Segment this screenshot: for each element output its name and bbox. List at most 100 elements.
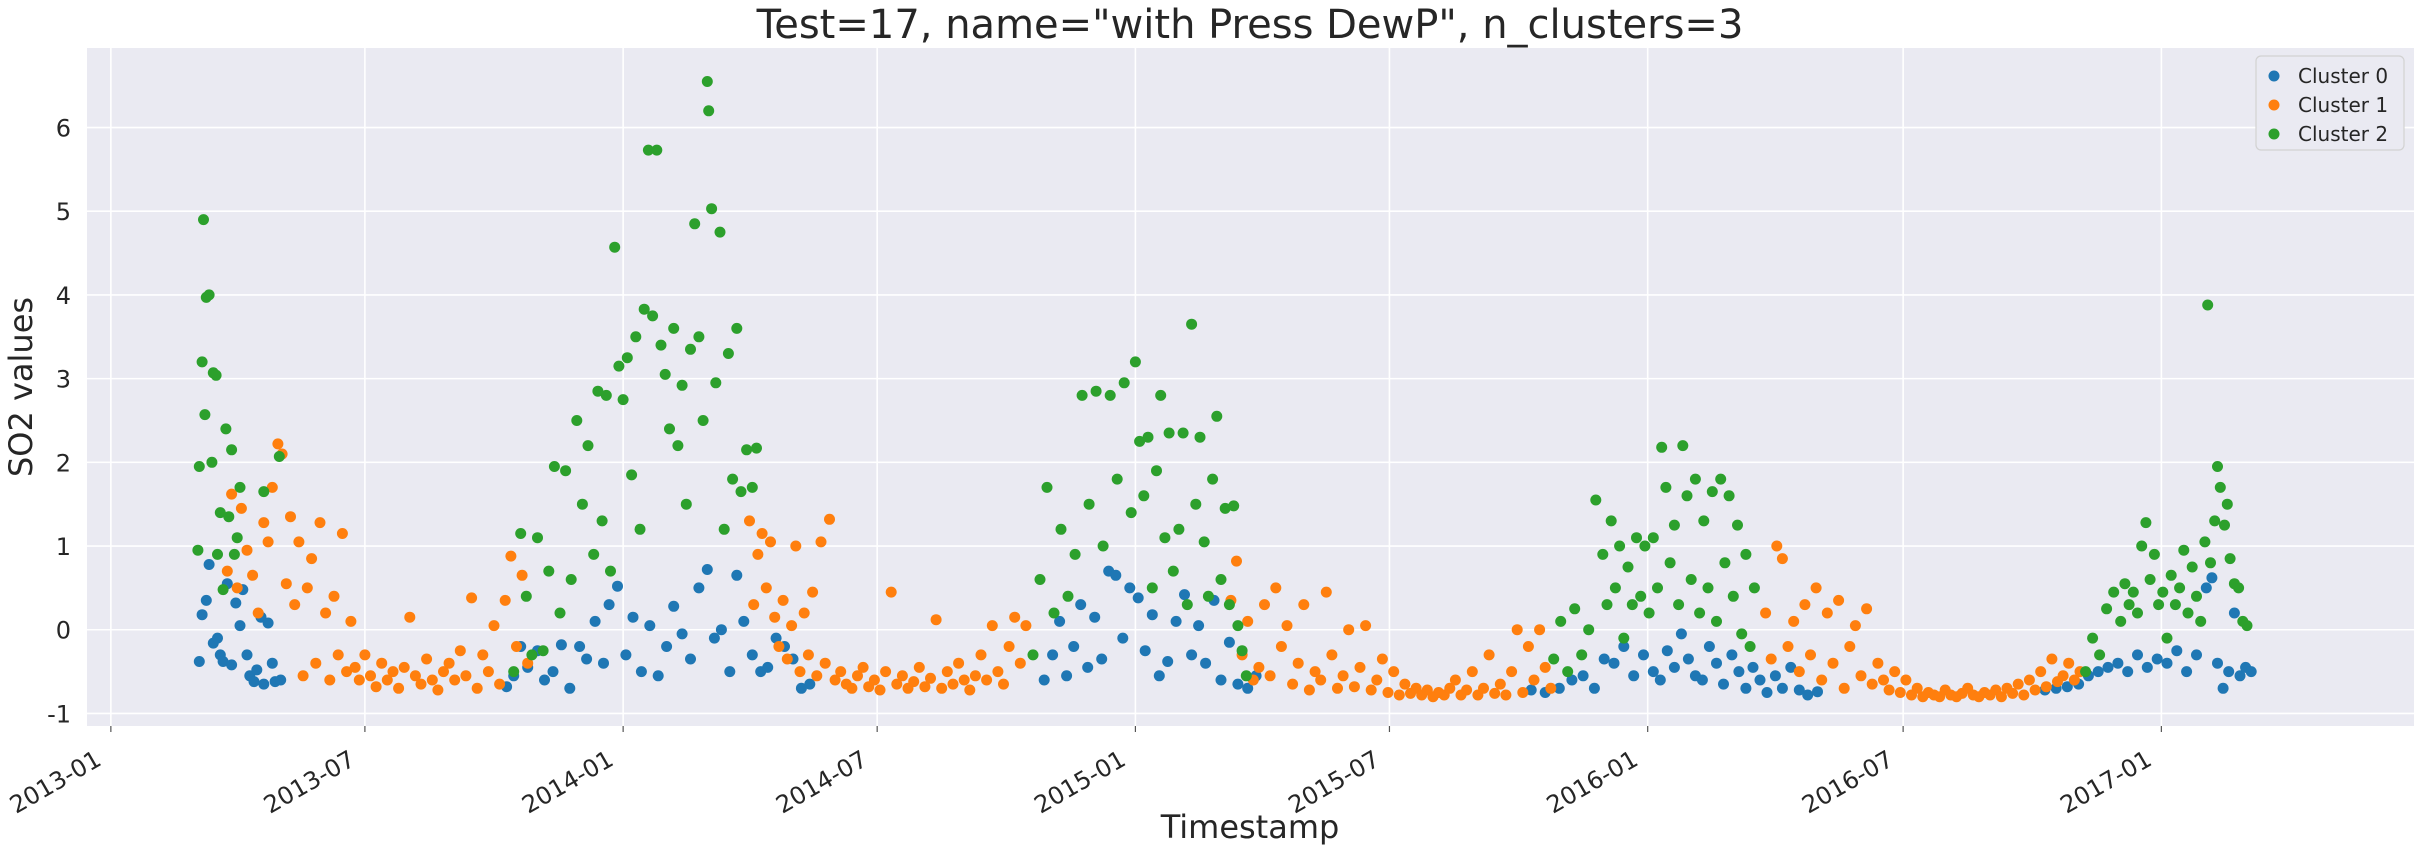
- data-point: [235, 502, 247, 514]
- data-point: [756, 528, 768, 539]
- data-point: [1727, 590, 1739, 602]
- data-point: [2165, 569, 2177, 581]
- data-point: [571, 415, 583, 426]
- data-point: [685, 343, 696, 355]
- data-point: [748, 599, 760, 611]
- data-point: [1740, 682, 1752, 694]
- data-point: [2200, 582, 2212, 594]
- data-point: [241, 544, 253, 556]
- data-point: [226, 444, 238, 456]
- data-point: [398, 661, 410, 673]
- data-point: [852, 670, 863, 682]
- data-point: [252, 607, 264, 619]
- data-point: [2178, 544, 2190, 556]
- data-point: [1911, 682, 1923, 694]
- data-point: [532, 532, 543, 544]
- data-point: [1315, 674, 1327, 686]
- data-point: [857, 661, 869, 673]
- data-point: [2080, 666, 2092, 678]
- data-point: [1639, 540, 1651, 552]
- data-point: [1793, 666, 1805, 678]
- data-point: [349, 661, 361, 673]
- data-point: [432, 684, 444, 696]
- data-point: [1124, 582, 1136, 594]
- data-point: [1522, 641, 1534, 652]
- data-point: [2212, 657, 2223, 669]
- data-point: [958, 674, 970, 686]
- data-point: [896, 670, 908, 682]
- data-point: [2153, 599, 2165, 611]
- data-point: [576, 498, 588, 510]
- data-point: [1242, 682, 1254, 694]
- data-point: [214, 507, 226, 519]
- data-point: [644, 620, 656, 632]
- data-point: [1500, 689, 1512, 701]
- data-point: [714, 226, 726, 238]
- data-point: [1360, 620, 1372, 632]
- data-point: [547, 666, 559, 678]
- data-point: [804, 678, 816, 690]
- data-point: [2209, 515, 2221, 527]
- data-point: [609, 241, 621, 253]
- data-point: [1138, 490, 1150, 502]
- data-point: [2127, 586, 2139, 598]
- data-point: [1104, 389, 1116, 401]
- data-point: [554, 607, 566, 619]
- data-point: [617, 394, 629, 406]
- data-point: [258, 517, 270, 529]
- y-tick-label: -1: [47, 700, 71, 728]
- x-tick-label: 2017-01: [2056, 745, 2157, 819]
- data-point: [760, 582, 772, 594]
- data-point: [598, 657, 609, 669]
- data-point: [998, 678, 1009, 690]
- data-point: [1159, 532, 1171, 544]
- data-point: [718, 523, 730, 535]
- data-point: [885, 586, 897, 598]
- data-point: [1041, 481, 1053, 493]
- data-point: [230, 597, 242, 609]
- data-point: [1618, 632, 1630, 644]
- data-point: [953, 657, 965, 669]
- x-tick-label: 2014-01: [517, 745, 618, 819]
- data-point: [1622, 561, 1634, 573]
- data-point: [1866, 678, 1878, 690]
- data-point: [320, 607, 332, 619]
- data-point: [1685, 574, 1697, 585]
- data-point: [1242, 615, 1254, 627]
- data-point: [1129, 356, 1141, 368]
- x-tick-label: 2013-07: [259, 745, 360, 819]
- data-point: [2007, 687, 2019, 699]
- data-point: [1771, 540, 1783, 552]
- data-point: [581, 653, 593, 665]
- data-point: [1186, 318, 1198, 330]
- data-point: [1656, 441, 1668, 453]
- data-point: [1365, 684, 1377, 696]
- data-point: [217, 584, 229, 596]
- data-point: [1167, 565, 1179, 577]
- data-point: [2157, 586, 2169, 598]
- data-point: [2087, 632, 2099, 644]
- chart-title: Test=17, name="with Press DewP", n_clust…: [756, 2, 1744, 48]
- data-point: [621, 352, 633, 364]
- data-point: [1320, 586, 1332, 598]
- data-point: [1553, 682, 1565, 694]
- data-point: [258, 678, 270, 690]
- data-point: [1545, 682, 1557, 694]
- data-point: [786, 620, 798, 632]
- data-point: [2234, 670, 2246, 682]
- data-point: [1799, 599, 1811, 611]
- data-point: [220, 423, 232, 435]
- data-point: [1872, 657, 1884, 669]
- data-point: [1461, 684, 1473, 696]
- data-point: [603, 599, 615, 611]
- data-point: [1193, 620, 1205, 632]
- data-point: [2174, 582, 2186, 594]
- data-point: [1631, 532, 1642, 544]
- data-point: [2191, 590, 2202, 602]
- data-point: [1194, 431, 1206, 443]
- data-point: [992, 666, 1004, 678]
- data-point: [273, 451, 285, 462]
- data-point: [1838, 682, 1850, 694]
- data-point: [773, 641, 785, 652]
- data-point: [200, 594, 212, 606]
